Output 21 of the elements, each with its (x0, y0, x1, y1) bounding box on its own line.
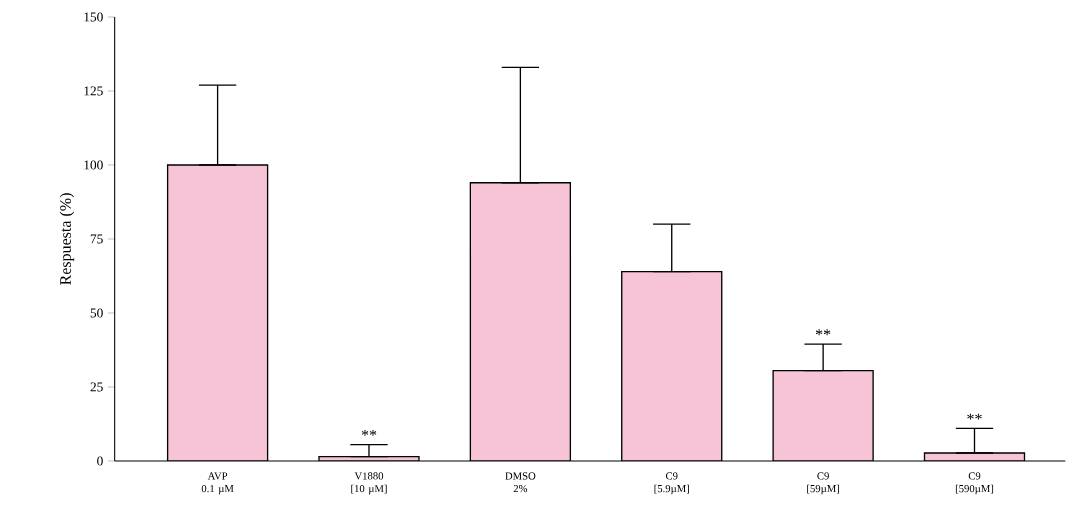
y-tick-label: 125 (84, 86, 103, 96)
y-tick-label: 150 (84, 12, 103, 22)
bar (621, 270, 723, 461)
y-tick-label: 0 (97, 456, 103, 466)
y-tick-label: 75 (90, 234, 103, 244)
bar (469, 182, 572, 461)
annotation: ** (967, 413, 982, 420)
y-tick-label: 50 (90, 308, 103, 318)
bar (166, 164, 269, 461)
x-tick-label: AVP 0.1 µM (201, 472, 234, 495)
y-tick-label: 100 (84, 160, 103, 170)
y-tick-label: 25 (90, 382, 103, 392)
annotation: ** (815, 329, 831, 336)
x-tick-label: DMSO 2% (505, 472, 536, 493)
annotation: ** (361, 429, 377, 436)
x-tick-label: C9 [59µM] (807, 472, 840, 495)
y-axis-title: Respuesta (%) (59, 193, 75, 285)
bar (772, 370, 874, 461)
x-tick-label: C9 [590µM] (955, 472, 994, 495)
x-tick-label: C9 [5.9µM] (654, 472, 689, 495)
x-tick-label: V1880 [10 µM] (351, 472, 387, 495)
